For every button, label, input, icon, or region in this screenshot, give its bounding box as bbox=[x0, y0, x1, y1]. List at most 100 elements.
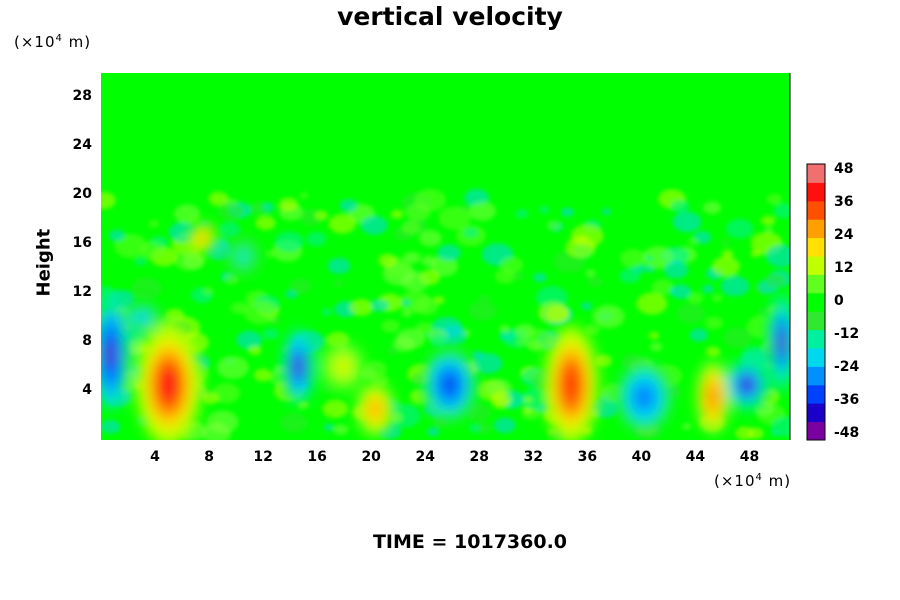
turbulence-cell bbox=[670, 284, 692, 300]
turbulence-cell bbox=[114, 234, 148, 258]
turbulence-cell bbox=[601, 208, 612, 215]
turbulence-cell bbox=[663, 261, 689, 279]
turbulence-cell bbox=[314, 210, 328, 221]
turbulence-cell bbox=[721, 249, 734, 259]
turbulence-cell bbox=[108, 229, 126, 242]
x-tick-label: 36 bbox=[577, 449, 598, 465]
turbulence-cell bbox=[523, 396, 533, 404]
x-tick-label: 28 bbox=[469, 449, 489, 465]
turbulence-cell bbox=[208, 191, 229, 206]
turbulence-cell bbox=[672, 211, 702, 233]
turbulence-cell bbox=[765, 273, 786, 288]
plot-area bbox=[101, 73, 790, 440]
velocity-anomaly-contour bbox=[138, 315, 145, 320]
turbulence-cell bbox=[522, 328, 553, 350]
turbulence-cell bbox=[438, 206, 472, 230]
turbulence-cell bbox=[131, 277, 162, 300]
colorbar bbox=[806, 163, 826, 441]
turbulence-cell bbox=[401, 299, 411, 306]
turbulence-cell bbox=[403, 251, 421, 264]
turbulence-cell bbox=[255, 215, 276, 231]
colorbar-segment bbox=[807, 311, 825, 331]
turbulence-cell bbox=[248, 345, 262, 356]
turbulence-cell bbox=[547, 220, 561, 231]
x-tick-label: 32 bbox=[523, 449, 544, 465]
y-tick-label: 12 bbox=[72, 284, 92, 301]
x-axis-unit: (×104 m) bbox=[714, 472, 791, 490]
y-tick-label: 8 bbox=[82, 333, 92, 350]
turbulence-cell bbox=[421, 255, 437, 267]
turbulence-cell bbox=[687, 292, 704, 304]
turbulence-cell bbox=[468, 423, 481, 433]
turbulence-cell bbox=[396, 328, 426, 350]
turbulence-cell bbox=[585, 269, 596, 277]
x-tick-label: 44 bbox=[685, 449, 706, 465]
turbulence-cell bbox=[139, 241, 165, 260]
turbulence-cell bbox=[468, 201, 496, 221]
turbulence-cell bbox=[224, 273, 240, 285]
turbulence-cell bbox=[499, 256, 523, 274]
turbulence-cell bbox=[279, 412, 308, 433]
y-axis-unit: (×104 m) bbox=[14, 33, 91, 51]
turbulence-cell bbox=[339, 199, 358, 212]
turbulence-cell bbox=[202, 392, 220, 405]
turbulence-cell bbox=[644, 255, 655, 262]
turbulence-cell bbox=[262, 328, 279, 340]
velocity-anomaly-contour bbox=[107, 346, 113, 363]
turbulence-cell bbox=[473, 353, 503, 374]
turbulence-cell bbox=[689, 328, 708, 342]
turbulence-cell bbox=[217, 201, 244, 221]
turbulence-cell bbox=[703, 201, 722, 215]
turbulence-cell bbox=[321, 308, 333, 316]
turbulence-cell bbox=[688, 237, 699, 246]
turbulence-cell bbox=[565, 236, 596, 259]
y-tick-label: 16 bbox=[72, 235, 92, 252]
turbulence-cell bbox=[327, 257, 351, 275]
turbulence-cell bbox=[515, 209, 529, 219]
colorbar-tick-label: -24 bbox=[834, 359, 860, 376]
velocity-anomaly-contour bbox=[200, 236, 205, 241]
turbulence-cell bbox=[620, 248, 646, 268]
colorbar-tick-label: -36 bbox=[834, 392, 860, 409]
turbulence-cell bbox=[649, 342, 663, 352]
anomaly-layer bbox=[101, 223, 790, 440]
turbulence-cell bbox=[771, 416, 790, 437]
colorbar-segment bbox=[807, 200, 825, 220]
x-tick-label: 24 bbox=[415, 449, 435, 465]
turbulence-cell bbox=[306, 231, 327, 247]
turbulence-cell bbox=[289, 278, 312, 295]
turbulence-cell bbox=[274, 231, 304, 253]
colorbar-segment bbox=[807, 274, 825, 294]
turbulence-cell bbox=[594, 354, 613, 367]
turbulence-cell bbox=[253, 368, 272, 382]
turbulence-cell bbox=[378, 253, 398, 268]
x-unit-suffix: m) bbox=[762, 472, 792, 490]
turbulence-cell bbox=[587, 275, 603, 287]
velocity-anomaly-contour bbox=[710, 391, 716, 403]
x-unit-exponent: 4 bbox=[755, 472, 763, 483]
turbulence-cell bbox=[741, 345, 768, 365]
turbulence-cell bbox=[426, 427, 440, 437]
turbulence-cell bbox=[676, 303, 706, 324]
turbulence-cell bbox=[760, 215, 776, 226]
x-tick-label: 8 bbox=[204, 449, 214, 465]
colorbar-segment bbox=[807, 237, 825, 257]
turbulence-cell bbox=[390, 209, 404, 219]
turbulence-cell bbox=[299, 192, 309, 199]
turbulence-cell bbox=[735, 426, 755, 440]
velocity-anomaly-contour bbox=[779, 335, 784, 350]
turbulence-cell bbox=[202, 287, 214, 296]
colorbar-tick-label: 24 bbox=[834, 226, 854, 243]
turbulence-cell bbox=[418, 230, 442, 247]
turbulence-cell bbox=[370, 299, 389, 312]
turbulence-cell bbox=[278, 197, 299, 212]
turbulence-cell bbox=[750, 249, 762, 258]
turbulence-cell bbox=[753, 401, 775, 417]
colorbar-segment bbox=[807, 366, 825, 386]
turbulence-cell bbox=[705, 316, 723, 330]
turbulence-cell bbox=[757, 307, 767, 315]
turbulence-cell bbox=[493, 417, 516, 434]
turbulence-cell bbox=[468, 301, 497, 321]
velocity-anomaly-contour bbox=[296, 361, 301, 372]
turbulence-cell bbox=[391, 413, 403, 422]
